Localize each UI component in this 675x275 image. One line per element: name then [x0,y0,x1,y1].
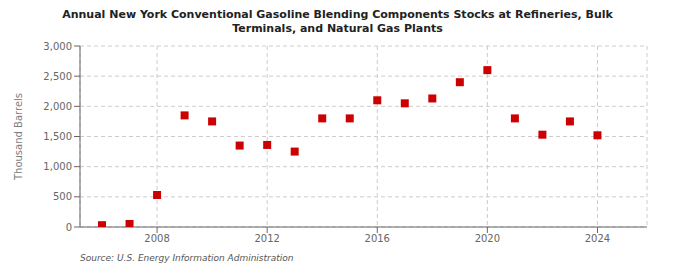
svg-text:2008: 2008 [144,233,169,244]
html-text:Annual New York Conventional G: Annual New York Conventional Gasoline Bl… [62,8,613,21]
svg-text:Thousand Barrels: Thousand Barrels [13,93,24,181]
svg-text:500: 500 [53,191,72,202]
html-text:Terminals, and Natural Gas Pla: Terminals, and Natural Gas Plants [232,22,443,35]
svg-text:2,500: 2,500 [43,71,72,82]
svg-text:2020: 2020 [475,233,500,244]
svg-text:2024: 2024 [585,233,610,244]
svg-text:2,000: 2,000 [43,101,72,112]
svg-text:0: 0 [66,222,72,233]
svg-text:1,500: 1,500 [43,131,72,142]
svg-text:3,000: 3,000 [43,41,72,52]
svg-text:1,000: 1,000 [43,161,72,172]
html-text:Source: U.S. Energy Informatio: Source: U.S. Energy Information Administ… [80,253,294,263]
svg-text:2012: 2012 [254,233,279,244]
svg-text:2016: 2016 [365,233,390,244]
